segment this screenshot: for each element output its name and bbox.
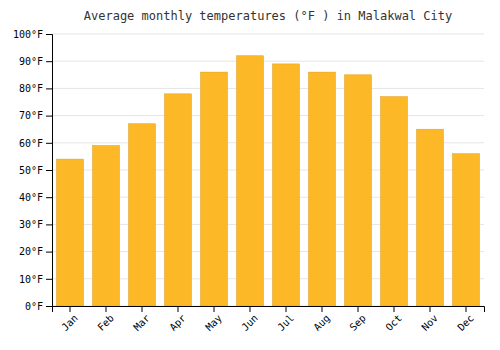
bar: [309, 72, 336, 306]
tick-label: 40°F: [19, 192, 43, 203]
bar: [345, 75, 372, 306]
bar: [165, 94, 192, 306]
tick-mark: [46, 143, 52, 144]
bar: [201, 72, 228, 306]
tick-label: Dec: [455, 312, 476, 333]
tick: Jul: [275, 306, 296, 333]
tick: Feb: [95, 306, 116, 333]
tick-mark: [46, 34, 52, 35]
tick-mark: [142, 306, 143, 312]
tick-label: 10°F: [19, 274, 43, 285]
tick-label: 80°F: [19, 83, 43, 94]
tick: 30°F: [19, 219, 52, 230]
tick: 90°F: [19, 56, 52, 67]
tick-label: Jul: [275, 312, 296, 333]
tick-mark: [46, 61, 52, 62]
tick: 10°F: [19, 274, 52, 285]
tick: Jan: [59, 306, 80, 333]
tick-label: Oct: [383, 312, 404, 333]
tick: 100°F: [13, 29, 52, 40]
bar: [273, 64, 300, 306]
tick-mark: [46, 306, 52, 307]
y-axis: 0°F 10°F 20°F 30°F 40°F 50°F 60°F 70°F 80°F 90°F 1…: [13, 29, 53, 312]
tick: Aug: [311, 306, 332, 333]
x-axis: Jan Feb Mar Apr May Jun Jul Aug Sep Oct Nov Dec: [53, 306, 485, 333]
tick-mark: [46, 88, 52, 89]
tick-mark: [46, 279, 52, 280]
tick-mark: [358, 306, 359, 312]
axis-line: [53, 307, 485, 313]
tick-label: Feb: [95, 312, 116, 333]
tick: Dec: [455, 306, 476, 333]
tick: 60°F: [19, 138, 52, 149]
grid-line: [52, 88, 484, 89]
tick-mark: [214, 306, 215, 312]
bar: [417, 129, 444, 306]
grid-line: [52, 115, 484, 116]
tick-label: Sep: [347, 312, 368, 333]
tick-mark: [286, 306, 287, 312]
chart: 0°F 10°F 20°F 30°F 40°F 50°F 60°F 70°F 80°F 90°F 1…: [0, 0, 500, 350]
plot: 0°F 10°F 20°F 30°F 40°F 50°F 60°F 70°F 80°F 90°F 1…: [13, 29, 485, 333]
bar: [129, 124, 156, 306]
tick-label: 50°F: [19, 165, 43, 176]
tick: May: [203, 306, 224, 333]
tick: 80°F: [19, 83, 52, 94]
bar: [57, 159, 84, 306]
axis-line: [46, 35, 53, 307]
bar: [453, 154, 480, 306]
tick-label: 60°F: [19, 138, 43, 149]
tick-label: Apr: [167, 312, 188, 333]
grid-line: [52, 61, 484, 62]
tick-mark: [250, 306, 251, 312]
tick-label: 20°F: [19, 246, 43, 257]
tick: 50°F: [19, 165, 52, 176]
title: Average monthly temperatures (°F ) in Ma…: [84, 9, 452, 23]
tick-mark: [322, 306, 323, 312]
tick-label: 0°F: [25, 301, 43, 312]
bar: [381, 97, 408, 306]
tick: 40°F: [19, 192, 52, 203]
tick-label: 90°F: [19, 56, 43, 67]
tick-label: 30°F: [19, 219, 43, 230]
tick: Nov: [419, 306, 440, 333]
tick: 0°F: [25, 301, 52, 312]
tick-mark: [394, 306, 395, 312]
tick-mark: [46, 116, 52, 117]
tick-mark: [46, 224, 52, 225]
tick-mark: [466, 306, 467, 312]
tick-label: 100°F: [13, 29, 43, 40]
tick: Oct: [383, 306, 404, 333]
tick: Apr: [167, 306, 188, 333]
tick-label: Jun: [239, 312, 260, 333]
bar: [93, 146, 120, 306]
tick-mark: [46, 197, 52, 198]
tick-label: Mar: [131, 312, 152, 333]
tick: 20°F: [19, 246, 52, 257]
tick-label: May: [203, 312, 224, 333]
bar: [237, 56, 264, 306]
tick: Jun: [239, 306, 260, 333]
grid: [52, 34, 484, 306]
tick-mark: [430, 306, 431, 312]
tick-label: Nov: [419, 312, 440, 333]
tick-mark: [70, 306, 71, 312]
tick-mark: [106, 306, 107, 312]
tick: Mar: [131, 306, 152, 333]
tick-label: Jan: [59, 312, 80, 333]
tick-mark: [46, 170, 52, 171]
tick-mark: [178, 306, 179, 312]
tick-label: Aug: [311, 312, 332, 333]
tick-label: 70°F: [19, 110, 43, 121]
bars: [57, 56, 480, 306]
tick: Sep: [347, 306, 368, 333]
grid-line: [52, 34, 484, 35]
tick-mark: [46, 252, 52, 253]
tick: 70°F: [19, 110, 52, 121]
